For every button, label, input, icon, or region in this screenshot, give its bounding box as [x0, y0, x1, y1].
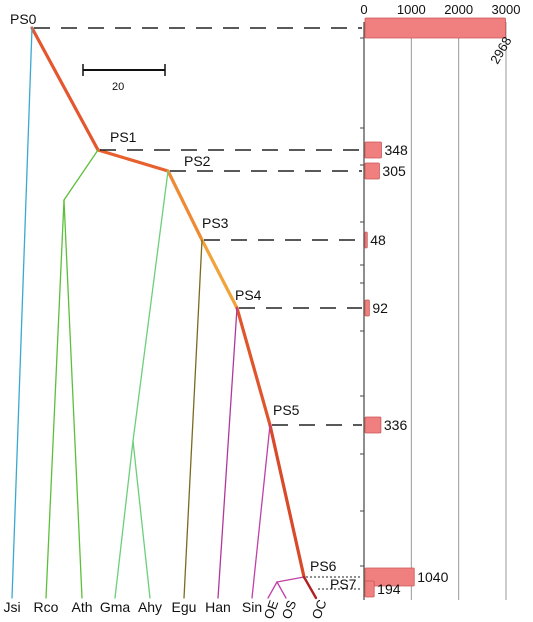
leaf-label-rco: Rco: [34, 599, 59, 615]
leaf-label-ahy: Ahy: [138, 599, 162, 615]
bar-axis: 0 1000 2000 3000: [360, 2, 520, 600]
bar-ps2: [364, 162, 380, 180]
bar-value-label-ps6: 1040: [417, 569, 448, 585]
bar-value-label-ps0: 2968: [487, 34, 514, 67]
bar-value-label-ps3: 48: [370, 232, 386, 248]
branch-ps6-oe-os: [276, 576, 305, 583]
leaf-label-sin: Sin: [242, 599, 262, 615]
branch-os: [276, 581, 287, 599]
leaf-label-gma: Gma: [100, 599, 131, 615]
node-label-ps3: PS3: [202, 215, 229, 231]
branch-sin: [251, 424, 271, 599]
node-label-ps0: PS0: [10, 11, 37, 27]
bar-ps6: [364, 567, 415, 587]
bar-axis-tick-label-0: 0: [360, 2, 367, 17]
branch-jsi: [11, 27, 33, 599]
phylogenetic-tree: [11, 26, 318, 600]
backbone-branch-ps0-ps1: [30, 26, 100, 152]
backbone-branch-ps3-ps4: [200, 238, 239, 310]
node-label-ps4: PS4: [235, 287, 262, 303]
node-label-ps2: PS2: [184, 153, 211, 169]
branch-ps1-rco-ath: [63, 149, 99, 201]
leaf-label-os: OS: [279, 598, 300, 621]
scale-bar-label: 20: [112, 81, 124, 93]
node-label-ps1: PS1: [110, 129, 137, 145]
backbone-branch-ps2-ps3: [166, 169, 204, 242]
bar-value-label-ps2: 305: [382, 163, 406, 179]
node-labels: PS0 PS1 PS2 PS3 PS4 PS5 PS6 PS7: [10, 11, 357, 592]
bar-ps3: [364, 231, 368, 249]
bar-value-label-ps4: 92: [372, 300, 388, 316]
leaf-label-egu: Egu: [172, 599, 197, 615]
bar-ps7: [364, 580, 375, 598]
leaf-label-ath: Ath: [71, 599, 92, 615]
leaf-label-han: Han: [205, 599, 231, 615]
bar-ps4: [364, 299, 370, 317]
branch-han: [217, 307, 238, 599]
leaf-label-oc: OC: [309, 598, 330, 621]
node-label-ps7: PS7: [330, 576, 357, 592]
backbone-branch-ps5-ps6: [268, 423, 306, 579]
node-connector-lines: [34, 27, 362, 590]
bar-series: 2968 348 305 48 92 336 1040 194: [364, 17, 515, 598]
bar-axis-tick-label-2000: 2000: [444, 2, 473, 17]
bar-value-label-ps1: 348: [384, 142, 408, 158]
bar-ps5: [364, 416, 382, 434]
bar-axis-tick-label-3000: 3000: [492, 2, 521, 17]
branch-gma: [114, 440, 134, 599]
scale-bar: 20: [82, 64, 166, 93]
leaf-label-oe: OE: [261, 598, 282, 621]
bar-value-label-ps5: 336: [384, 417, 408, 433]
bar-value-label-ps7: 194: [377, 581, 401, 597]
backbone-branch-ps1-ps2: [96, 148, 170, 173]
branch-egu: [183, 239, 203, 599]
backbone-branch-ps4-ps5: [235, 306, 272, 427]
bar-ps0: [364, 17, 506, 39]
branch-ath: [63, 199, 83, 599]
bar-ps1: [364, 141, 382, 159]
bar-axis-tick-label-1000: 1000: [397, 2, 426, 17]
branch-rco: [45, 199, 65, 599]
branch-ps2-gma-ahy: [132, 170, 169, 442]
branch-oe: [267, 581, 278, 599]
leaf-label-jsi: Jsi: [3, 599, 20, 615]
node-label-ps5: PS5: [273, 402, 300, 418]
branch-ahy: [132, 440, 151, 599]
node-label-ps6: PS6: [310, 558, 337, 574]
branch-oc: [302, 575, 318, 600]
